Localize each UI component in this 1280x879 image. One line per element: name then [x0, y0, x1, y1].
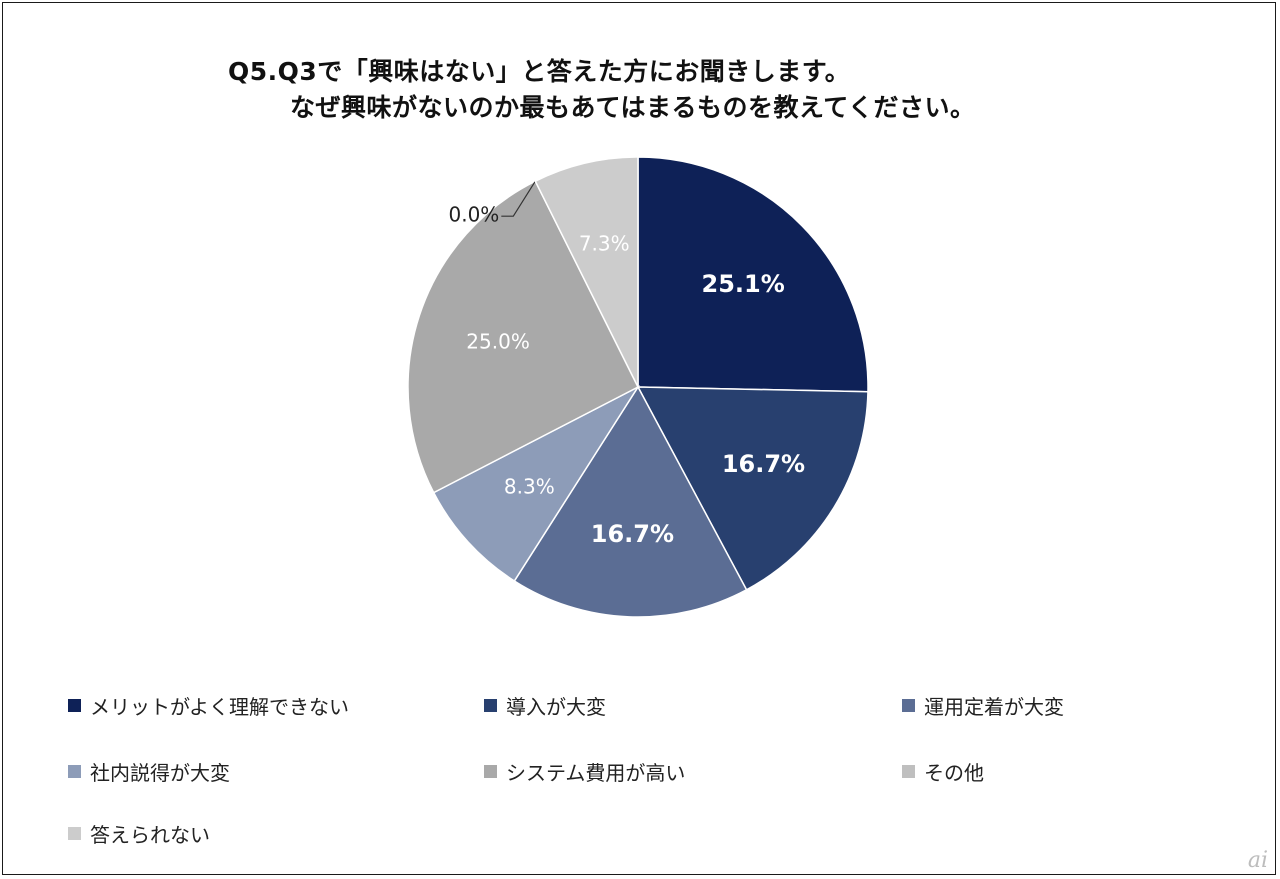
legend-label: 社内説得が大変 — [90, 761, 230, 785]
chart-title-line2: なぜ興味がないのか最もあてはまるものを教えてください。 — [290, 93, 976, 122]
pie-slice — [432, 385, 641, 582]
legend-item: 答えられない — [68, 819, 210, 848]
slice-label: 0.0% — [448, 203, 499, 227]
watermark-logo: ai — [1247, 848, 1268, 873]
legend-swatch — [902, 765, 915, 778]
pie-slice — [513, 385, 748, 618]
chart-title-line1: Q5.Q3で「興味はない」と答えた方にお聞きします。 — [228, 57, 851, 86]
legend-label: その他 — [924, 761, 984, 785]
legend-label: 導入が大変 — [506, 695, 606, 719]
legend-label: システム費用が高い — [506, 761, 686, 785]
legend-swatch — [902, 699, 915, 712]
legend-item: 運用定着が大変 — [902, 691, 1064, 720]
legend-swatch — [68, 827, 81, 840]
pie-slice — [407, 180, 640, 494]
legend-item: その他 — [902, 757, 984, 786]
legend-item: 導入が大変 — [484, 691, 606, 720]
legend-label: 運用定着が大変 — [924, 695, 1064, 719]
pie-slice — [534, 156, 639, 388]
legend-label: 答えられない — [90, 823, 210, 847]
slice-label: 16.7% — [591, 520, 674, 548]
pie-slice — [637, 156, 869, 393]
zero-slice-leader-line — [501, 180, 536, 217]
slice-label: 16.7% — [722, 450, 805, 478]
slice-label: 25.1% — [702, 270, 785, 298]
legend-swatch — [484, 699, 497, 712]
legend-label: メリットがよく理解できない — [90, 695, 349, 719]
slice-label: 25.0% — [466, 329, 530, 353]
slice-label: 7.3% — [579, 232, 630, 256]
legend-swatch — [68, 699, 81, 712]
slice-label: 8.3% — [504, 474, 555, 498]
legend-swatch — [484, 765, 497, 778]
legend-item: メリットがよく理解できない — [68, 691, 349, 720]
legend-item: 社内説得が大変 — [68, 757, 230, 786]
legend-swatch — [68, 765, 81, 778]
pie-slice — [636, 386, 869, 591]
legend-item: システム費用が高い — [484, 757, 685, 786]
